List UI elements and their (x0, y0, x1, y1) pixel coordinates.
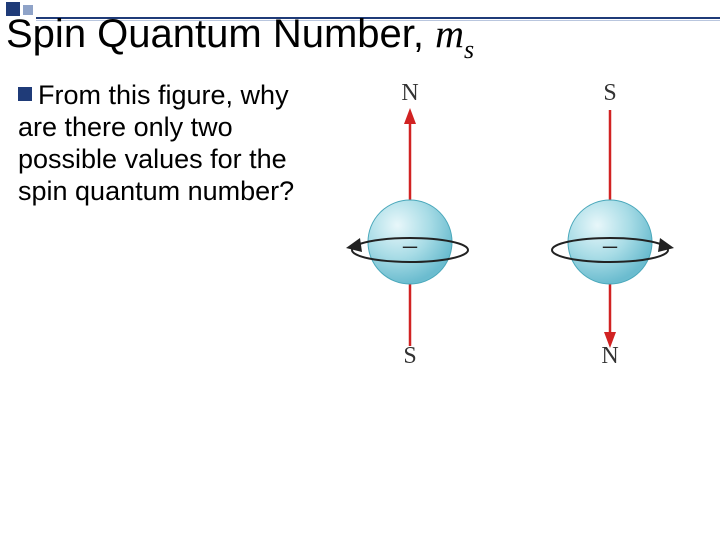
electron-spin-down: S N – (530, 80, 690, 370)
bullet-text: From this figure, why are there only two… (18, 80, 294, 206)
title-symbol: m (435, 11, 464, 56)
bullet-block: From this figure, why are there only two… (18, 80, 298, 207)
title-text: Spin Quantum Number, (6, 12, 435, 56)
spin-figure: N S – S N (330, 80, 700, 370)
bullet-square-icon (18, 87, 32, 101)
orbit-arrow-cw-icon (540, 230, 680, 270)
slide-title: Spin Quantum Number, ms (6, 10, 474, 63)
orbit-arrow-ccw-icon (340, 230, 480, 270)
pole-label-top: N (398, 80, 422, 107)
title-subscript: s (464, 35, 474, 64)
electron-spin-up: N S – (330, 80, 490, 370)
pole-label-top: S (598, 80, 622, 107)
